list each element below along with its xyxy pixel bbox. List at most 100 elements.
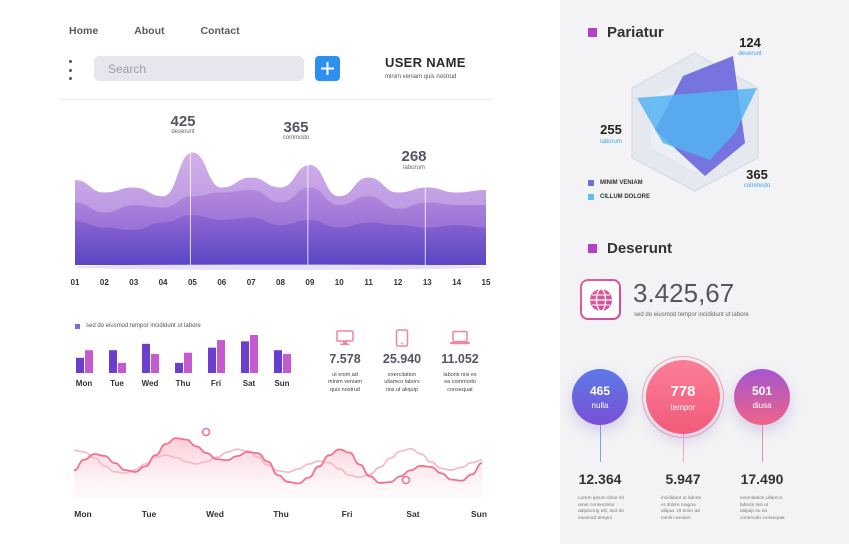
deserunt-title-text: Deserunt	[607, 240, 673, 257]
bar-day-label: Mon	[75, 379, 93, 388]
total-subtitle: sed do eiusmod tempor incididunt ut labo…	[634, 312, 749, 318]
circle-stat[interactable]: 465 nulla	[572, 369, 628, 425]
bar-chart	[76, 335, 291, 373]
circle-stat-number: 12.364	[578, 471, 622, 487]
circle-stat-description: exercitation ullamco laboris nisi ut aliqu…	[740, 496, 785, 522]
section-marker-icon	[588, 244, 597, 253]
legend-swatch	[75, 323, 80, 329]
circle-stat[interactable]: 778 tempor	[646, 360, 720, 434]
circle-value: 778	[670, 382, 696, 400]
line-day-label: Sat	[406, 509, 420, 519]
radar-chart	[631, 52, 759, 192]
circle-ring	[642, 356, 724, 438]
nav-contact[interactable]: Contact	[200, 25, 240, 37]
circle-stat[interactable]: 501 diusa	[734, 369, 790, 425]
x-tick-label: 09	[305, 278, 315, 287]
radar-label-3: commodo	[743, 183, 771, 189]
bar	[217, 340, 225, 373]
globe-button[interactable]	[580, 279, 621, 320]
x-tick-label: 05	[187, 278, 197, 287]
x-tick-label: 11	[364, 278, 373, 287]
radar-value-3: 365	[746, 167, 768, 182]
bar-legend: sed do eiusmod tempor incididunt ut labo…	[75, 323, 201, 329]
nav-home[interactable]: Home	[69, 25, 99, 37]
bar	[208, 347, 216, 373]
monitor-icon	[315, 328, 375, 348]
x-tick-label: 01	[70, 278, 80, 287]
tablet-icon	[372, 328, 432, 348]
line-day-label: Mon	[74, 509, 92, 519]
device-value: 7.578	[329, 352, 361, 366]
circle-label: diusa	[752, 401, 772, 410]
circle-stat-description: incididunt ut labore et dolore magna aliqu…	[661, 496, 702, 522]
radar-legend-2: CILLUM DOLORE	[588, 194, 650, 200]
bar	[109, 350, 117, 373]
circle-stat-number: 5.947	[665, 471, 701, 487]
deserunt-title: Deserunt	[588, 240, 672, 257]
line-day-label: Thu	[273, 509, 289, 519]
circle-label: nulla	[591, 401, 609, 410]
line-day-label: Fri	[341, 509, 353, 519]
line-series-2	[73, 448, 483, 478]
globe-icon	[589, 287, 612, 312]
circle-stat-description: Lorem ipsum dolor sit amet consectetur adi…	[578, 496, 624, 522]
peak-label-2: commodo	[282, 135, 310, 141]
connector-line	[599, 425, 601, 462]
divider	[60, 99, 492, 100]
x-tick-label: 02	[99, 278, 109, 287]
bar	[241, 341, 249, 373]
device-value: 25.940	[382, 352, 422, 366]
x-tick-label: 07	[246, 278, 256, 287]
pariatur-title-text: Pariatur	[607, 24, 664, 41]
x-tick-label: 08	[276, 278, 285, 287]
line-day-label: Wed	[206, 509, 224, 519]
radar-label-2: laborum	[600, 139, 622, 145]
bar	[283, 354, 291, 373]
legend-swatch	[588, 180, 594, 186]
device-description: ut enim ad minim veniam quis nostrud	[328, 372, 362, 393]
bar-day-label: Thu	[175, 379, 191, 388]
peak-value-2: 365	[283, 119, 309, 136]
bar-day-label: Wed	[141, 379, 159, 388]
bar	[250, 335, 258, 373]
add-button[interactable]	[315, 56, 340, 81]
bar-day-label: Sun	[274, 379, 290, 388]
bar	[85, 350, 93, 373]
bar-day-label: Sat	[242, 379, 256, 388]
x-tick-label: 03	[129, 278, 139, 287]
line-chart	[73, 427, 483, 498]
search-input[interactable]	[94, 56, 304, 81]
x-tick-label: 06	[217, 278, 227, 287]
radar-value-2: 255	[600, 122, 622, 137]
line-marker	[201, 427, 211, 437]
x-tick-label: 12	[393, 278, 403, 287]
connector-line	[682, 434, 684, 462]
bar-legend-label: sed do eiusmod tempor incididunt ut labo…	[86, 323, 201, 329]
radar-legend-1: MINIM VENIAM	[588, 180, 643, 186]
laptop-icon	[430, 328, 490, 348]
circle-value: 501	[751, 384, 773, 398]
connector-line	[761, 425, 763, 462]
circle-stat-number: 17.490	[740, 471, 784, 487]
bar	[151, 354, 159, 373]
peak-value-1: 425	[170, 113, 196, 130]
nav-about[interactable]: About	[134, 25, 165, 37]
plus-icon	[321, 62, 334, 75]
top-nav: Home About Contact	[69, 25, 240, 37]
device-stat: 25.940 exercitation ullamco labors nisi ut …	[372, 328, 432, 394]
device-value: 11.052	[441, 352, 479, 366]
device-stat: 7.578 ut enim ad minim veniam quis nostrud	[315, 328, 375, 394]
area-series-3	[75, 215, 486, 265]
x-tick-label: 10	[334, 278, 344, 287]
pariatur-title: Pariatur	[588, 24, 664, 41]
bar	[274, 350, 282, 373]
line-marker	[401, 475, 411, 485]
line-area-fill	[74, 438, 482, 498]
more-menu-icon[interactable]	[67, 60, 73, 80]
user-name: USER NAME	[385, 55, 466, 70]
bar	[175, 362, 183, 373]
bar	[118, 362, 126, 373]
user-block[interactable]: USER NAME minim veniam quis nostrud	[385, 55, 475, 80]
area-shadow	[75, 264, 486, 270]
circle-label: tempor	[670, 402, 696, 412]
